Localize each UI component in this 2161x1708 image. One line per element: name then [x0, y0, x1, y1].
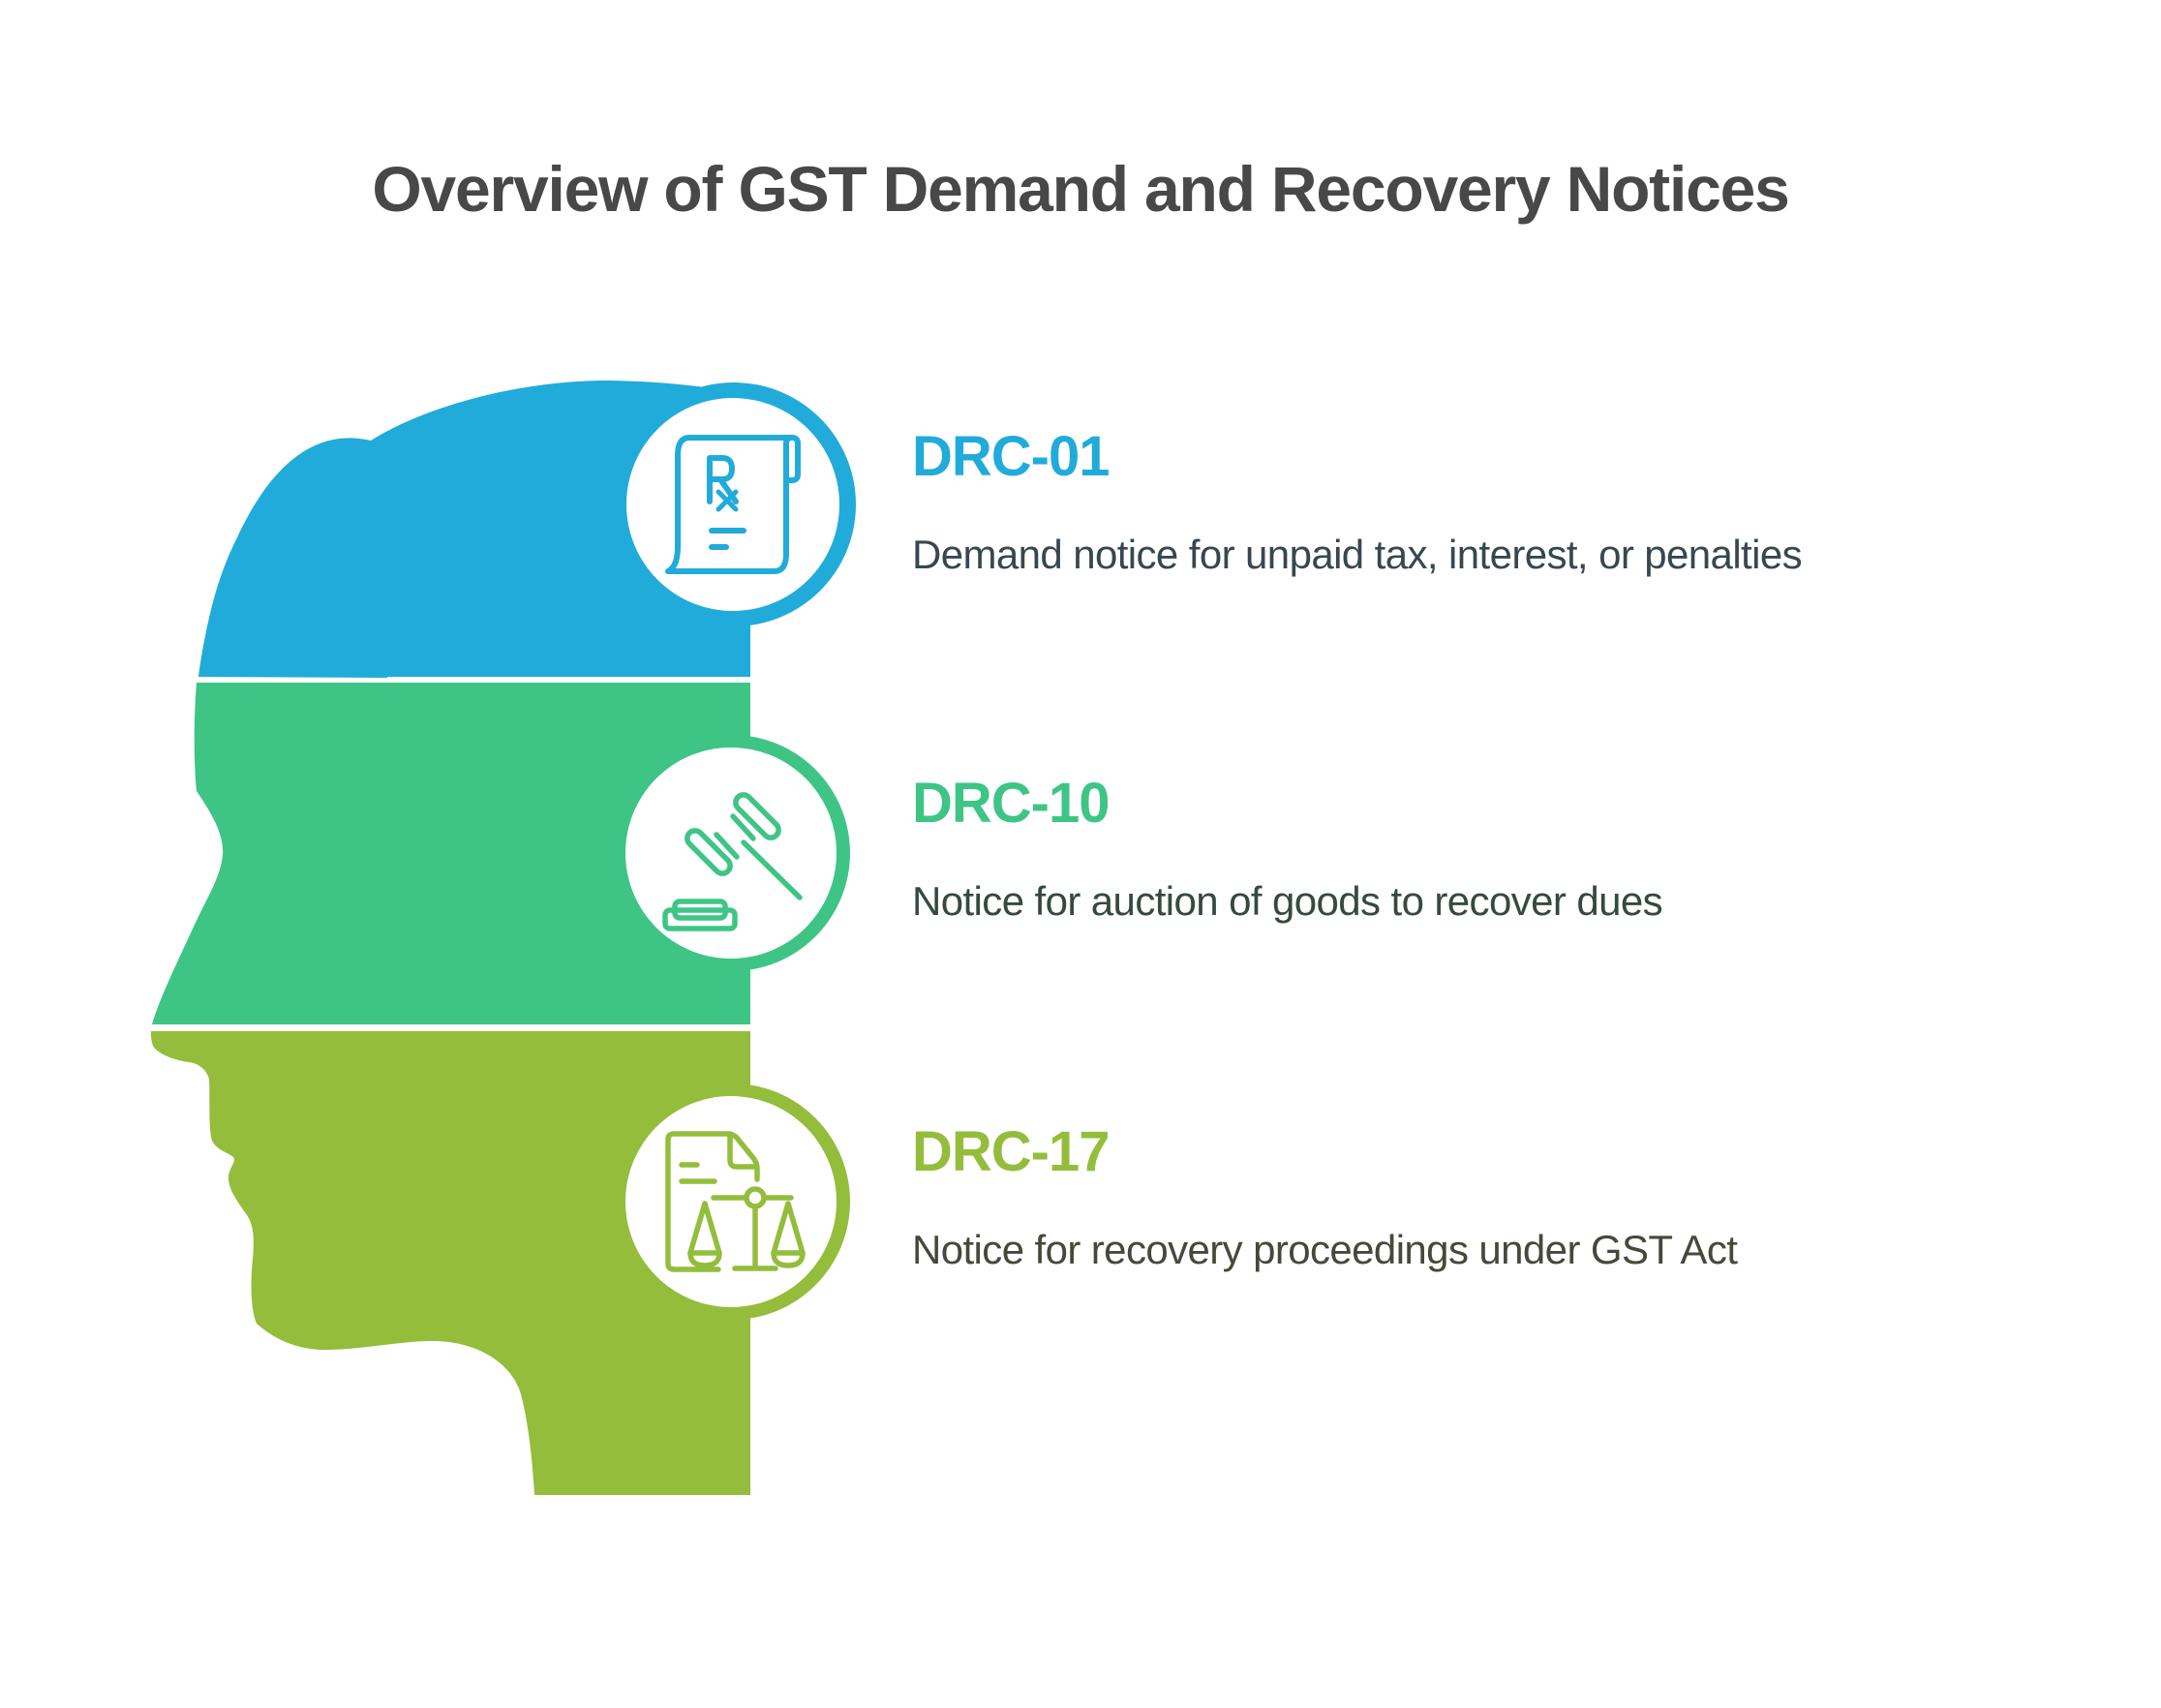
prescription-scroll-icon	[665, 435, 801, 574]
notice-description: Notice for auction of goods to recover d…	[912, 878, 1663, 924]
segment-drc-10	[152, 683, 850, 1024]
head-middle-shape	[152, 683, 750, 1024]
legal-document-scales-icon	[665, 1131, 806, 1272]
segment-drc-01	[198, 381, 856, 678]
notice-code: DRC-10	[912, 772, 1111, 835]
icon-circle-drc-17	[625, 1096, 837, 1307]
segment-drc-17	[151, 1031, 850, 1495]
notice-code: DRC-01	[912, 425, 1111, 488]
notice-description: Notice for recovery proceedings under GS…	[912, 1227, 1738, 1272]
notice-code: DRC-17	[912, 1120, 1111, 1183]
gavel-icon	[662, 792, 803, 931]
notice-item-drc-01: DRC-01 Demand notice for unpaid tax, int…	[912, 423, 2074, 577]
notice-item-drc-10: DRC-10 Notice for auction of goods to re…	[912, 770, 2074, 924]
page-title: Overview of GST Demand and Recovery Noti…	[372, 153, 1789, 225]
notice-item-drc-17: DRC-17 Notice for recovery proceedings u…	[912, 1118, 2074, 1272]
notice-description: Demand notice for unpaid tax, interest, …	[912, 532, 1803, 577]
head-bottom-shape	[151, 1031, 750, 1495]
